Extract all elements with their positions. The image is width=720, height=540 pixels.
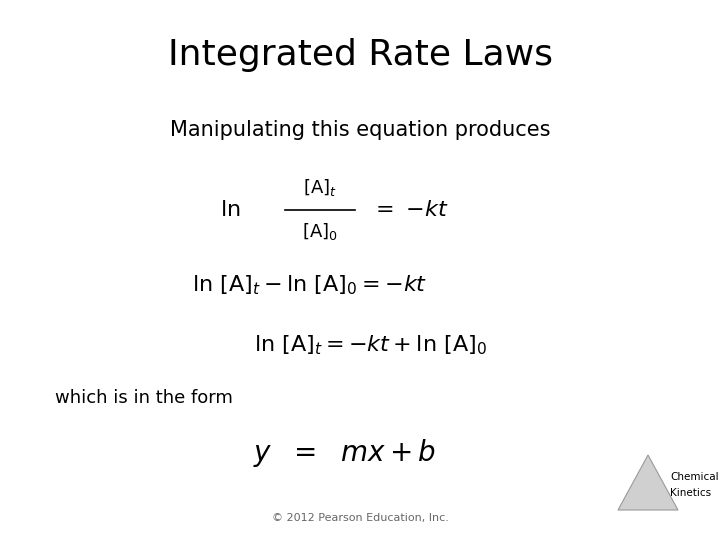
Text: $\mathit{y}\ \ =\ \ \mathit{mx} + \mathit{b}$: $\mathit{y}\ \ =\ \ \mathit{mx} + \mathi… bbox=[253, 437, 436, 469]
Text: Manipulating this equation produces: Manipulating this equation produces bbox=[170, 120, 550, 140]
Text: © 2012 Pearson Education, Inc.: © 2012 Pearson Education, Inc. bbox=[271, 513, 449, 523]
Text: $\mathrm{ln\ [A]}_t = \mathit{-kt} + \mathrm{ln\ [A]}_0$: $\mathrm{ln\ [A]}_t = \mathit{-kt} + \ma… bbox=[253, 333, 487, 357]
Text: Kinetics: Kinetics bbox=[670, 488, 711, 498]
Polygon shape bbox=[618, 455, 678, 510]
Text: $\mathrm{[A]}_0$: $\mathrm{[A]}_0$ bbox=[302, 221, 338, 242]
Text: Chemical: Chemical bbox=[670, 472, 719, 482]
Text: which is in the form: which is in the form bbox=[55, 389, 233, 407]
Text: Integrated Rate Laws: Integrated Rate Laws bbox=[168, 38, 552, 72]
Text: $\mathrm{ln}$: $\mathrm{ln}$ bbox=[220, 200, 240, 220]
Text: $\mathrm{ln\ [A]}_t - \mathrm{ln\ [A]}_0 = \mathit{-kt}$: $\mathrm{ln\ [A]}_t - \mathrm{ln\ [A]}_0… bbox=[192, 273, 428, 297]
Text: $\mathrm{[A]}_t$: $\mathrm{[A]}_t$ bbox=[303, 178, 337, 199]
Text: $=\ \mathit{-kt}$: $=\ \mathit{-kt}$ bbox=[372, 200, 449, 220]
